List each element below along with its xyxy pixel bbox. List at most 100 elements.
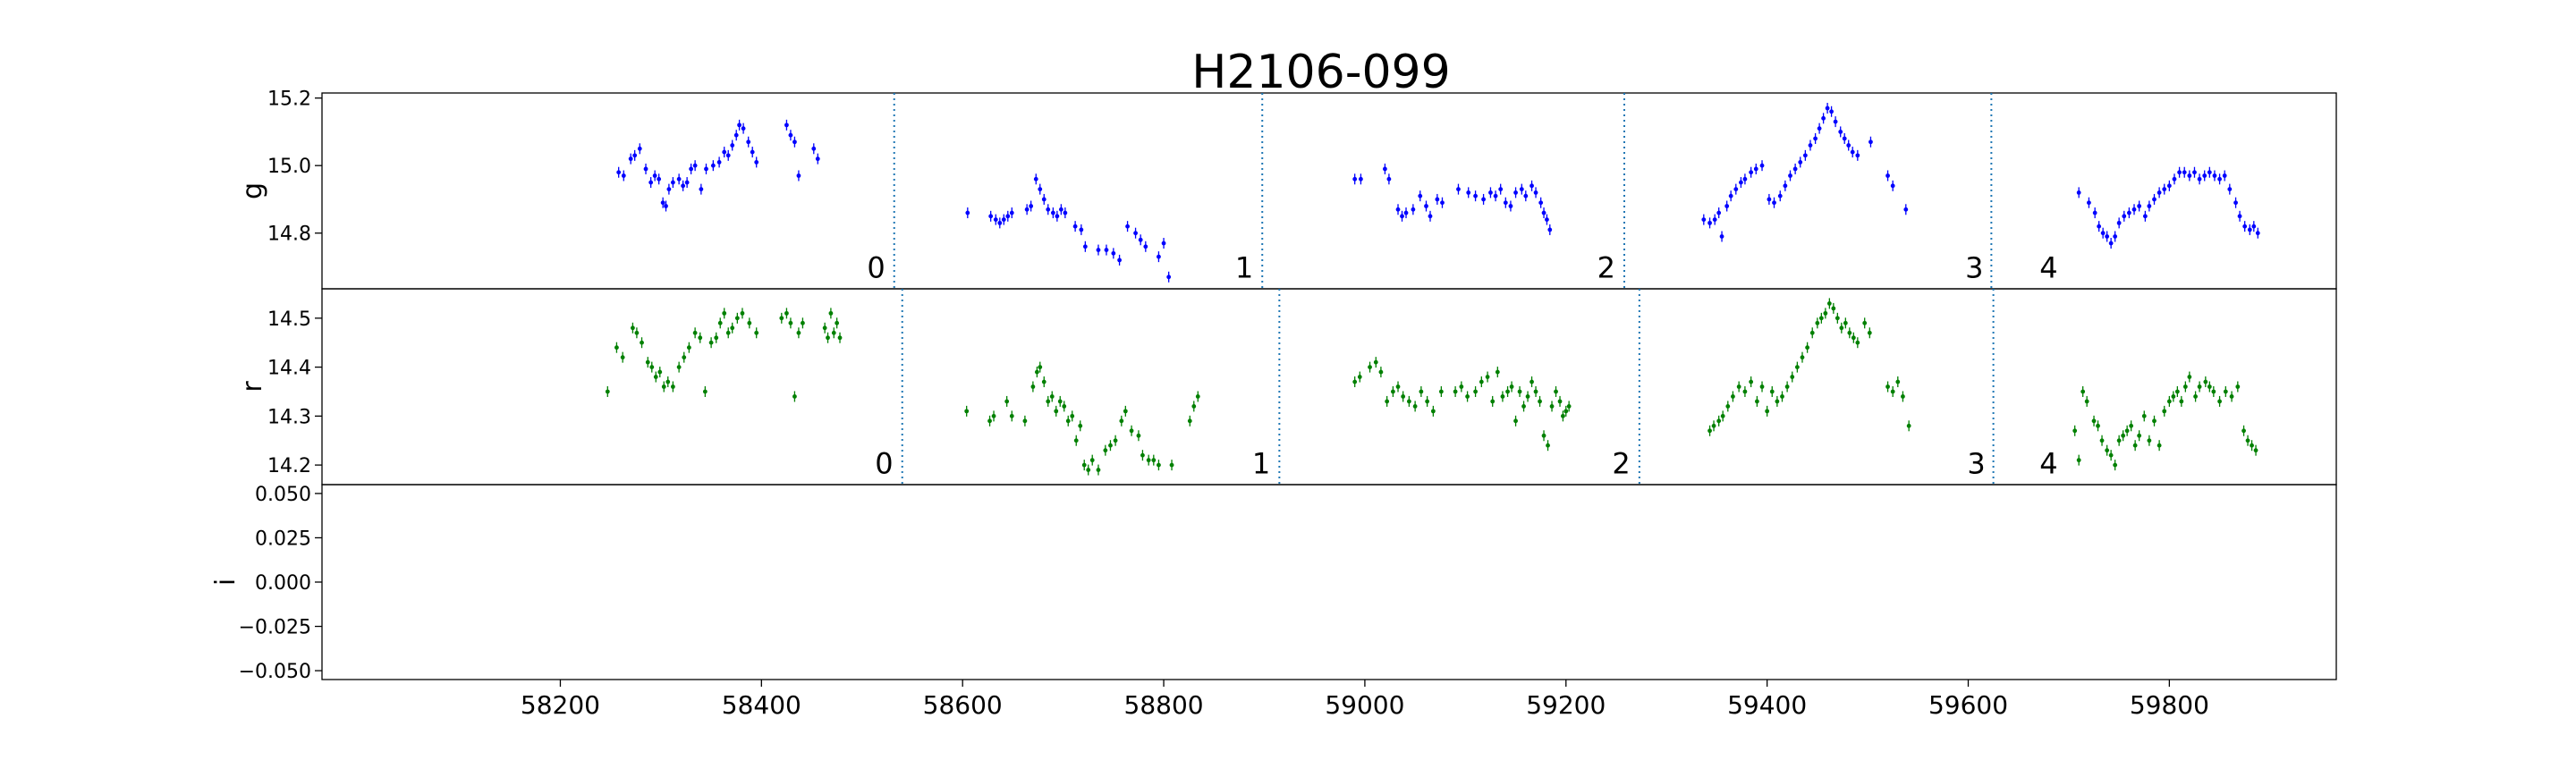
data-point-r: [2129, 420, 2134, 432]
season-label: 1: [1252, 446, 1270, 480]
data-point-g: [1538, 197, 1544, 208]
data-point-g: [1850, 147, 1855, 158]
data-point-r: [1851, 332, 1856, 343]
data-point-r: [828, 308, 834, 319]
data-point-g: [632, 149, 638, 161]
data-point-r: [1509, 381, 1514, 393]
data-point-g: [1133, 227, 1138, 239]
data-point-r: [1022, 415, 1028, 427]
data-point-r: [708, 337, 714, 349]
data-point-g: [681, 180, 686, 191]
data-point-g: [1798, 156, 1803, 168]
data-point-g: [1733, 183, 1739, 195]
data-point-g: [689, 163, 694, 174]
data-point-g: [2227, 183, 2233, 195]
season-label: 3: [1967, 446, 1985, 480]
data-point-r: [1862, 317, 1868, 329]
data-point-r: [835, 317, 840, 329]
data-point-g: [652, 170, 657, 182]
panel-i: 0.050 0.025 0.000 −0.025 −0.050 i: [210, 484, 2337, 683]
data-point-g: [1817, 122, 1822, 134]
data-point-g: [1473, 190, 1478, 202]
data-point-g: [2233, 197, 2238, 208]
data-point-r: [725, 327, 731, 339]
data-point-r: [2193, 391, 2198, 402]
data-point-r: [1191, 401, 1197, 412]
data-point-g: [2222, 170, 2227, 182]
data-point-g: [1519, 183, 1524, 195]
data-point-r: [1062, 401, 1067, 412]
data-point-g: [1903, 204, 1909, 215]
data-point-r: [2099, 435, 2105, 446]
data-point-g: [815, 153, 820, 165]
data-point-g: [2217, 173, 2222, 185]
data-point-g: [746, 136, 751, 148]
data-point-r: [1720, 410, 1725, 422]
data-point-r: [2241, 425, 2246, 436]
data-point-g: [1033, 173, 1038, 185]
data-point-r: [2235, 381, 2241, 393]
data-point-g: [1759, 160, 1765, 172]
data-point-r: [698, 332, 703, 343]
data-point-g: [1481, 193, 1486, 205]
data-point-g: [1382, 163, 1387, 174]
data-point-g: [1138, 234, 1143, 246]
data-point-r: [722, 308, 727, 319]
data-point-g: [2087, 197, 2091, 208]
data-point-g: [1041, 193, 1046, 205]
data-point-g: [1488, 187, 1493, 198]
data-point-r: [1108, 440, 1113, 452]
data-point-r: [1549, 401, 1555, 412]
data-point-g: [2097, 221, 2102, 232]
data-point-g: [754, 156, 759, 168]
data-point-r: [1070, 410, 1075, 422]
data-point-r: [1352, 376, 1358, 388]
data-point-r: [987, 415, 992, 427]
data-point-g: [2092, 207, 2097, 219]
data-point-g: [2166, 180, 2172, 191]
season-label: 4: [2039, 250, 2057, 284]
data-point-g: [1802, 149, 1808, 161]
data-point-r: [1157, 460, 1161, 471]
data-point-r: [1815, 317, 1820, 329]
data-point-g: [725, 149, 731, 161]
data-point-r: [1731, 391, 1735, 402]
data-point-r: [1805, 342, 1810, 353]
season-label: 2: [1612, 446, 1630, 480]
y-tick-label: 14.3: [267, 406, 311, 428]
data-point-r: [2207, 381, 2212, 393]
data-point-g: [1024, 204, 1030, 215]
data-point-r: [1004, 395, 1010, 407]
data-point-r: [686, 342, 691, 353]
data-point-r: [2076, 454, 2081, 466]
x-tick-label: 59400: [1727, 690, 1807, 720]
data-point-r: [964, 405, 970, 417]
data-point-r: [1541, 430, 1546, 442]
data-point-r: [1769, 385, 1775, 397]
x-tick-label: 58600: [923, 690, 1003, 720]
data-point-g: [1728, 190, 1733, 202]
data-point-r: [1563, 405, 1569, 417]
data-point-r: [2179, 395, 2184, 407]
data-point-g: [1821, 113, 1826, 124]
data-point-r: [2084, 395, 2089, 407]
data-point-r: [676, 361, 682, 373]
data-point-g: [1772, 197, 1776, 208]
data-point-r: [1826, 298, 1832, 309]
data-point-r: [670, 381, 675, 393]
data-point-g: [2242, 221, 2248, 232]
data-point-r: [2182, 381, 2188, 393]
data-point-g: [1435, 193, 1440, 205]
data-point-g: [666, 183, 672, 195]
data-point-g: [1418, 190, 1423, 202]
x-tick-label: 59600: [1928, 690, 2008, 720]
data-point-r: [1784, 381, 1790, 393]
data-point-r: [614, 342, 619, 353]
data-point-r: [1521, 401, 1526, 412]
data-point-g: [1072, 221, 1078, 232]
data-point-r: [1557, 395, 1563, 407]
data-point-g: [1808, 139, 1813, 151]
x-tick-label: 59000: [1325, 690, 1404, 720]
data-point-r: [1473, 385, 1478, 397]
data-point-r: [1546, 440, 1550, 452]
